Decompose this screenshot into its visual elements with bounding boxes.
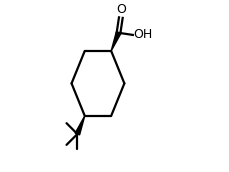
Polygon shape xyxy=(111,32,120,51)
Polygon shape xyxy=(75,116,85,135)
Text: OH: OH xyxy=(133,28,152,41)
Text: O: O xyxy=(115,3,125,16)
